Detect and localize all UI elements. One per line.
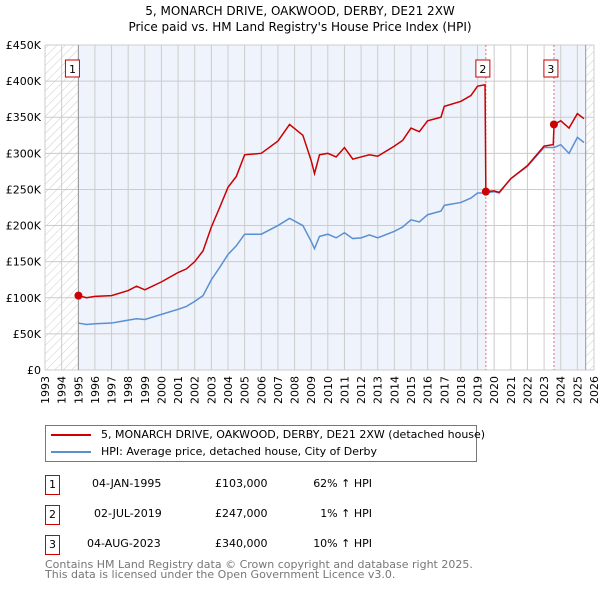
y-tick-label: £300K [6,147,42,160]
post-data-hatch [585,45,594,370]
sale-price: £103,000 [215,477,268,490]
x-tick-label: 2008 [289,376,302,404]
x-tick-label: 2003 [205,376,218,404]
x-tick-label: 1995 [72,376,85,404]
sale-date: 02-JUL-2019 [94,507,162,520]
sale-hpi-diff: 1% ↑ HPI [320,507,372,520]
x-tick-label: 2014 [388,376,401,404]
x-tick-label: 2015 [405,376,418,404]
y-tick-label: £0 [27,364,41,377]
y-tick-label: £50K [13,328,42,341]
x-tick-label: 1996 [89,376,102,404]
sale-point [74,291,83,300]
footer-licence: This data is licensed under the Open Gov… [45,568,396,581]
x-tick-label: 2001 [172,376,185,404]
y-tick-label: £200K [6,220,42,233]
sale-point [549,120,558,129]
x-tick-label: 2000 [155,376,168,404]
footer-copyright: Contains HM Land Registry data © Crown c… [45,558,473,571]
sale-marker-label: 1 [69,63,76,76]
x-tick-label: 1999 [139,376,152,404]
y-tick-label: £400K [6,75,42,88]
sale-price: £247,000 [215,507,268,520]
footer: Contains HM Land Registry data © Crown c… [45,558,473,581]
legend-swatch-blue [51,451,91,453]
sale-marker-box [475,59,491,78]
legend-item-hpi: HPI: Average price, detached house, City… [51,444,377,460]
x-tick-label: 1997 [106,376,119,404]
x-tick-label: 2025 [571,376,584,404]
x-tick-label: 2023 [538,376,551,404]
chart-title: 5, MONARCH DRIVE, OAKWOOD, DERBY, DE21 2… [145,4,455,18]
sale-date: 04-JAN-1995 [92,477,162,490]
x-tick-label: 2007 [272,376,285,404]
x-tick-label: 2002 [189,376,202,404]
x-tick-label: 2016 [422,376,435,404]
x-tick-label: 2021 [505,376,518,404]
sale-marker-number: 1 [45,475,60,495]
x-tick-label: 2012 [355,376,368,404]
legend-label: HPI: Average price, detached house, City… [101,445,378,458]
x-tick-label: 2009 [305,376,318,404]
sale-marker-number: 2 [45,505,60,525]
legend-label: 5, MONARCH DRIVE, OAKWOOD, DERBY, DE21 2… [101,428,486,441]
legend-swatch-red [51,434,91,436]
x-tick-label: 2018 [455,376,468,404]
x-tick-label: 1998 [122,376,135,404]
sale-marker-number: 3 [45,535,60,555]
sale-point [481,187,490,196]
x-tick-label: 2005 [239,376,252,404]
x-tick-label: 2022 [521,376,534,404]
sale-date: 04-AUG-2023 [87,537,161,550]
sale-marker-box [543,59,559,78]
chart-subtitle: Price paid vs. HM Land Registry's House … [128,20,471,34]
y-tick-label: £450K [6,39,42,52]
ownership-period-1 [78,45,486,370]
x-tick-label: 2010 [322,376,335,404]
x-tick-label: 2011 [338,376,351,404]
x-tick-label: 2024 [555,376,568,404]
x-tick-label: 2013 [372,376,385,404]
sale-marker-box [64,59,80,78]
sale-hpi-diff: 10% ↑ HPI [313,537,372,550]
legend: 5, MONARCH DRIVE, OAKWOOD, DERBY, DE21 2… [45,425,485,462]
x-tick-label: 2020 [488,376,501,404]
property-price-line [78,83,585,299]
y-tick-label: £150K [6,256,42,269]
x-tick-label: 2017 [438,376,451,404]
y-tick-label: £350K [6,111,42,124]
x-tick-label: 2019 [472,376,485,404]
sale-marker-label: 3 [547,63,554,76]
price-chart: 5, MONARCH DRIVE, OAKWOOD, DERBY, DE21 2… [6,4,600,404]
sale-price: £340,000 [215,537,268,550]
y-tick-label: £250K [6,183,42,196]
x-tick-label: 1993 [39,376,52,404]
x-tick-label: 2026 [588,376,600,404]
x-tick-label: 2006 [255,376,268,404]
y-tick-label: £100K [6,292,42,305]
x-tick-label: 1994 [56,376,69,404]
sale-marker-label: 2 [479,63,486,76]
legend-item-property: 5, MONARCH DRIVE, OAKWOOD, DERBY, DE21 2… [51,427,485,443]
ownership-period-3 [553,45,586,370]
sale-hpi-diff: 62% ↑ HPI [313,477,372,490]
x-tick-label: 2004 [222,376,235,404]
